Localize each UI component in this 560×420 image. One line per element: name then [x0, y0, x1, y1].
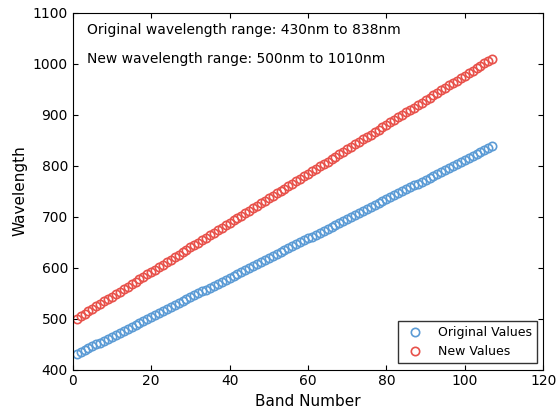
Legend: Original Values, New Values: Original Values, New Values — [398, 321, 537, 363]
Text: New wavelength range: 500nm to 1010nm: New wavelength range: 500nm to 1010nm — [87, 52, 385, 66]
New Values — [407, 108, 413, 113]
New Values — [461, 73, 468, 78]
New Values — [199, 238, 206, 243]
Line: Original Values: Original Values — [73, 142, 496, 358]
New Values — [73, 316, 80, 321]
Original Values — [461, 158, 468, 163]
New Values — [489, 56, 496, 61]
Original Values — [199, 289, 206, 294]
Original Values — [442, 167, 449, 172]
Original Values — [489, 144, 496, 149]
New Values — [387, 120, 394, 125]
New Values — [367, 132, 374, 137]
Original Values — [73, 352, 80, 357]
Line: New Values: New Values — [73, 54, 496, 323]
New Values — [442, 85, 449, 90]
Text: Original wavelength range: 430nm to 838nm: Original wavelength range: 430nm to 838n… — [87, 24, 400, 37]
Y-axis label: Wavelength: Wavelength — [12, 146, 27, 236]
Original Values — [387, 195, 394, 200]
X-axis label: Band Number: Band Number — [255, 394, 361, 409]
Original Values — [367, 205, 374, 210]
Original Values — [407, 185, 413, 190]
